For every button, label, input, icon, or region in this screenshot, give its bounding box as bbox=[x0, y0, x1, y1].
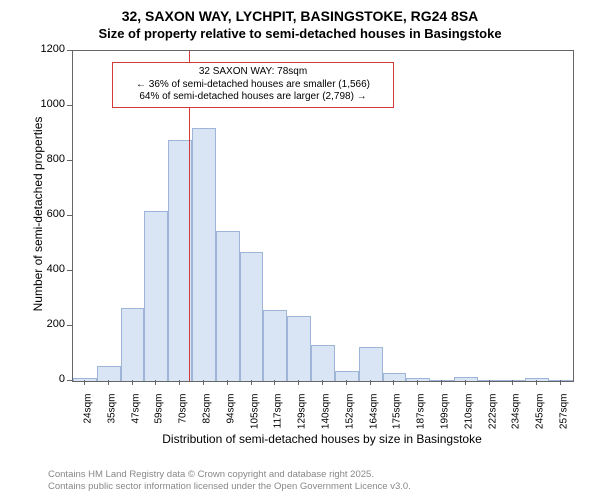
x-tick-label: 175sqm bbox=[392, 394, 403, 442]
x-tick-label: 222sqm bbox=[487, 394, 498, 442]
x-tick bbox=[84, 380, 85, 385]
y-tick-label: 0 bbox=[27, 373, 65, 385]
x-tick-label: 210sqm bbox=[463, 394, 474, 442]
annotation-line3: 64% of semi-detached houses are larger (… bbox=[118, 91, 388, 104]
x-tick-label: 140sqm bbox=[321, 394, 332, 442]
y-tick bbox=[67, 215, 72, 216]
x-tick-label: 257sqm bbox=[559, 394, 570, 442]
annotation-box: 32 SAXON WAY: 78sqm ← 36% of semi-detach… bbox=[112, 62, 394, 108]
x-tick bbox=[560, 380, 561, 385]
histogram-bar bbox=[287, 316, 311, 381]
histogram-bar bbox=[144, 211, 168, 382]
x-tick-label: 129sqm bbox=[297, 394, 308, 442]
histogram-bar bbox=[73, 378, 97, 381]
y-tick bbox=[67, 325, 72, 326]
x-tick-label: 94sqm bbox=[225, 394, 236, 442]
x-tick bbox=[465, 380, 466, 385]
x-tick bbox=[132, 380, 133, 385]
annotation-line1: 32 SAXON WAY: 78sqm bbox=[118, 66, 388, 79]
annotation-line2: ← 36% of semi-detached houses are smalle… bbox=[118, 79, 388, 92]
x-tick bbox=[274, 380, 275, 385]
histogram-bar bbox=[216, 231, 240, 381]
x-tick-label: 164sqm bbox=[368, 394, 379, 442]
attribution-line2: Contains public sector information licen… bbox=[48, 481, 411, 492]
y-tick bbox=[67, 160, 72, 161]
x-tick bbox=[370, 380, 371, 385]
x-tick-label: 70sqm bbox=[178, 394, 189, 442]
x-tick-label: 105sqm bbox=[249, 394, 260, 442]
y-tick bbox=[67, 380, 72, 381]
x-tick bbox=[417, 380, 418, 385]
x-tick bbox=[489, 380, 490, 385]
y-tick-label: 1200 bbox=[27, 43, 65, 55]
x-tick-label: 59sqm bbox=[154, 394, 165, 442]
x-tick-label: 47sqm bbox=[130, 394, 141, 442]
chart-title-address: 32, SAXON WAY, LYCHPIT, BASINGSTOKE, RG2… bbox=[0, 8, 600, 24]
y-tick-label: 200 bbox=[27, 318, 65, 330]
x-tick bbox=[108, 380, 109, 385]
x-tick bbox=[227, 380, 228, 385]
histogram-bar bbox=[97, 366, 121, 381]
x-tick-label: 82sqm bbox=[201, 394, 212, 442]
x-tick bbox=[251, 380, 252, 385]
x-tick bbox=[346, 380, 347, 385]
y-tick-label: 600 bbox=[27, 208, 65, 220]
x-tick-label: 152sqm bbox=[344, 394, 355, 442]
histogram-bar bbox=[311, 345, 335, 381]
histogram-bar bbox=[240, 252, 264, 381]
histogram-bar bbox=[121, 308, 145, 381]
histogram-bar bbox=[359, 347, 383, 381]
x-tick-label: 234sqm bbox=[511, 394, 522, 442]
x-tick-label: 245sqm bbox=[535, 394, 546, 442]
histogram-bar bbox=[263, 310, 287, 382]
x-tick bbox=[393, 380, 394, 385]
attribution-line1: Contains HM Land Registry data © Crown c… bbox=[48, 469, 374, 480]
y-tick-label: 400 bbox=[27, 263, 65, 275]
x-tick bbox=[298, 380, 299, 385]
x-tick-label: 187sqm bbox=[416, 394, 427, 442]
x-tick bbox=[441, 380, 442, 385]
y-tick-label: 1000 bbox=[27, 98, 65, 110]
y-tick bbox=[67, 270, 72, 271]
x-tick-label: 199sqm bbox=[440, 394, 451, 442]
x-tick-label: 117sqm bbox=[273, 394, 284, 442]
x-tick bbox=[203, 380, 204, 385]
y-tick bbox=[67, 105, 72, 106]
x-tick-label: 24sqm bbox=[82, 394, 93, 442]
x-tick bbox=[512, 380, 513, 385]
histogram-bar bbox=[192, 128, 216, 381]
x-tick bbox=[155, 380, 156, 385]
x-tick bbox=[322, 380, 323, 385]
y-tick bbox=[67, 50, 72, 51]
chart-container: { "titles": { "line1": "32, SAXON WAY, L… bbox=[0, 0, 600, 500]
x-tick-label: 35sqm bbox=[106, 394, 117, 442]
y-tick-label: 800 bbox=[27, 153, 65, 165]
x-tick bbox=[179, 380, 180, 385]
chart-title-subtitle: Size of property relative to semi-detach… bbox=[0, 26, 600, 41]
x-tick bbox=[536, 380, 537, 385]
